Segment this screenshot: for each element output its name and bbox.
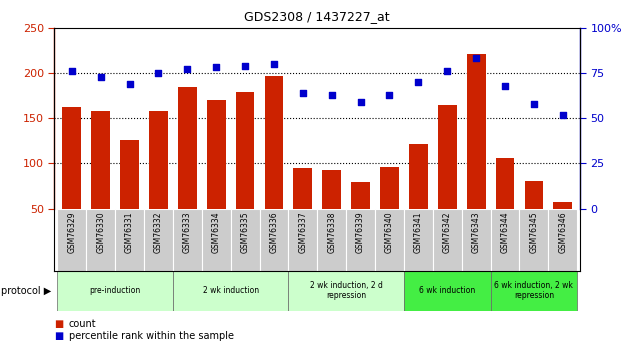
Bar bbox=[207, 100, 226, 209]
Bar bbox=[462, 209, 490, 271]
Bar bbox=[519, 209, 548, 271]
Text: ■: ■ bbox=[54, 319, 63, 329]
Text: ■: ■ bbox=[54, 332, 63, 341]
Point bbox=[67, 68, 77, 74]
Point bbox=[558, 112, 568, 117]
Point bbox=[297, 90, 308, 96]
Text: GSM76340: GSM76340 bbox=[385, 212, 394, 254]
Point bbox=[182, 67, 192, 72]
Bar bbox=[433, 209, 462, 271]
Point bbox=[124, 81, 135, 87]
Point bbox=[96, 74, 106, 79]
Bar bbox=[490, 209, 519, 271]
Text: GSM76332: GSM76332 bbox=[154, 212, 163, 253]
Text: GSM76329: GSM76329 bbox=[67, 212, 76, 253]
Bar bbox=[351, 181, 370, 209]
Text: GSM76336: GSM76336 bbox=[269, 212, 278, 254]
Bar bbox=[231, 209, 260, 271]
Bar bbox=[178, 87, 197, 209]
Bar bbox=[294, 168, 312, 209]
Bar bbox=[346, 209, 375, 271]
Point bbox=[442, 68, 453, 74]
Text: protocol ▶: protocol ▶ bbox=[1, 286, 51, 296]
Point bbox=[211, 65, 221, 70]
Bar bbox=[548, 209, 577, 271]
Text: GSM76331: GSM76331 bbox=[125, 212, 134, 253]
Bar bbox=[404, 209, 433, 271]
Point bbox=[500, 83, 510, 88]
Bar bbox=[524, 181, 544, 209]
Bar bbox=[409, 144, 428, 209]
Text: 6 wk induction: 6 wk induction bbox=[419, 286, 476, 295]
Point bbox=[471, 56, 481, 61]
Bar bbox=[173, 271, 288, 310]
Bar bbox=[115, 209, 144, 271]
Point bbox=[529, 101, 539, 106]
Bar bbox=[495, 158, 514, 209]
Text: GSM76339: GSM76339 bbox=[356, 212, 365, 254]
Text: GSM76343: GSM76343 bbox=[472, 212, 481, 254]
Bar bbox=[438, 106, 456, 209]
Text: GSM76338: GSM76338 bbox=[328, 212, 337, 253]
Bar bbox=[87, 209, 115, 271]
Bar bbox=[404, 271, 490, 310]
Point bbox=[240, 63, 250, 68]
Text: 2 wk induction, 2 d
repression: 2 wk induction, 2 d repression bbox=[310, 281, 383, 300]
Point bbox=[356, 99, 366, 105]
Bar bbox=[91, 111, 110, 209]
Text: count: count bbox=[69, 319, 96, 329]
Point bbox=[385, 92, 395, 97]
Bar bbox=[149, 111, 168, 209]
Text: GSM76335: GSM76335 bbox=[240, 212, 249, 254]
Point bbox=[413, 79, 424, 85]
Text: GDS2308 / 1437227_at: GDS2308 / 1437227_at bbox=[244, 10, 390, 23]
Bar bbox=[380, 167, 399, 209]
Bar bbox=[58, 209, 87, 271]
Bar bbox=[144, 209, 173, 271]
Bar bbox=[317, 209, 346, 271]
Point bbox=[327, 92, 337, 97]
Bar bbox=[322, 170, 341, 209]
Text: GSM76333: GSM76333 bbox=[183, 212, 192, 254]
Bar bbox=[236, 92, 254, 209]
Bar bbox=[553, 203, 572, 209]
Point bbox=[153, 70, 163, 76]
Text: GSM76337: GSM76337 bbox=[298, 212, 307, 254]
Point bbox=[269, 61, 279, 67]
Text: GSM76344: GSM76344 bbox=[501, 212, 510, 254]
Bar bbox=[121, 140, 139, 209]
Text: GSM76330: GSM76330 bbox=[96, 212, 105, 254]
Text: 6 wk induction, 2 wk
repression: 6 wk induction, 2 wk repression bbox=[494, 281, 573, 300]
Bar bbox=[467, 54, 485, 209]
Text: GSM76342: GSM76342 bbox=[443, 212, 452, 253]
Text: pre-induction: pre-induction bbox=[90, 286, 141, 295]
Text: GSM76341: GSM76341 bbox=[414, 212, 423, 253]
Bar bbox=[260, 209, 288, 271]
Bar bbox=[173, 209, 202, 271]
Bar bbox=[62, 107, 81, 209]
Bar bbox=[490, 271, 577, 310]
Bar bbox=[58, 271, 173, 310]
Bar bbox=[288, 209, 317, 271]
Text: 2 wk induction: 2 wk induction bbox=[203, 286, 259, 295]
Text: percentile rank within the sample: percentile rank within the sample bbox=[69, 332, 233, 341]
Bar bbox=[375, 209, 404, 271]
Bar bbox=[202, 209, 231, 271]
Bar bbox=[288, 271, 404, 310]
Text: GSM76334: GSM76334 bbox=[212, 212, 221, 254]
Bar bbox=[265, 76, 283, 209]
Text: GSM76345: GSM76345 bbox=[529, 212, 538, 254]
Text: GSM76346: GSM76346 bbox=[558, 212, 567, 254]
